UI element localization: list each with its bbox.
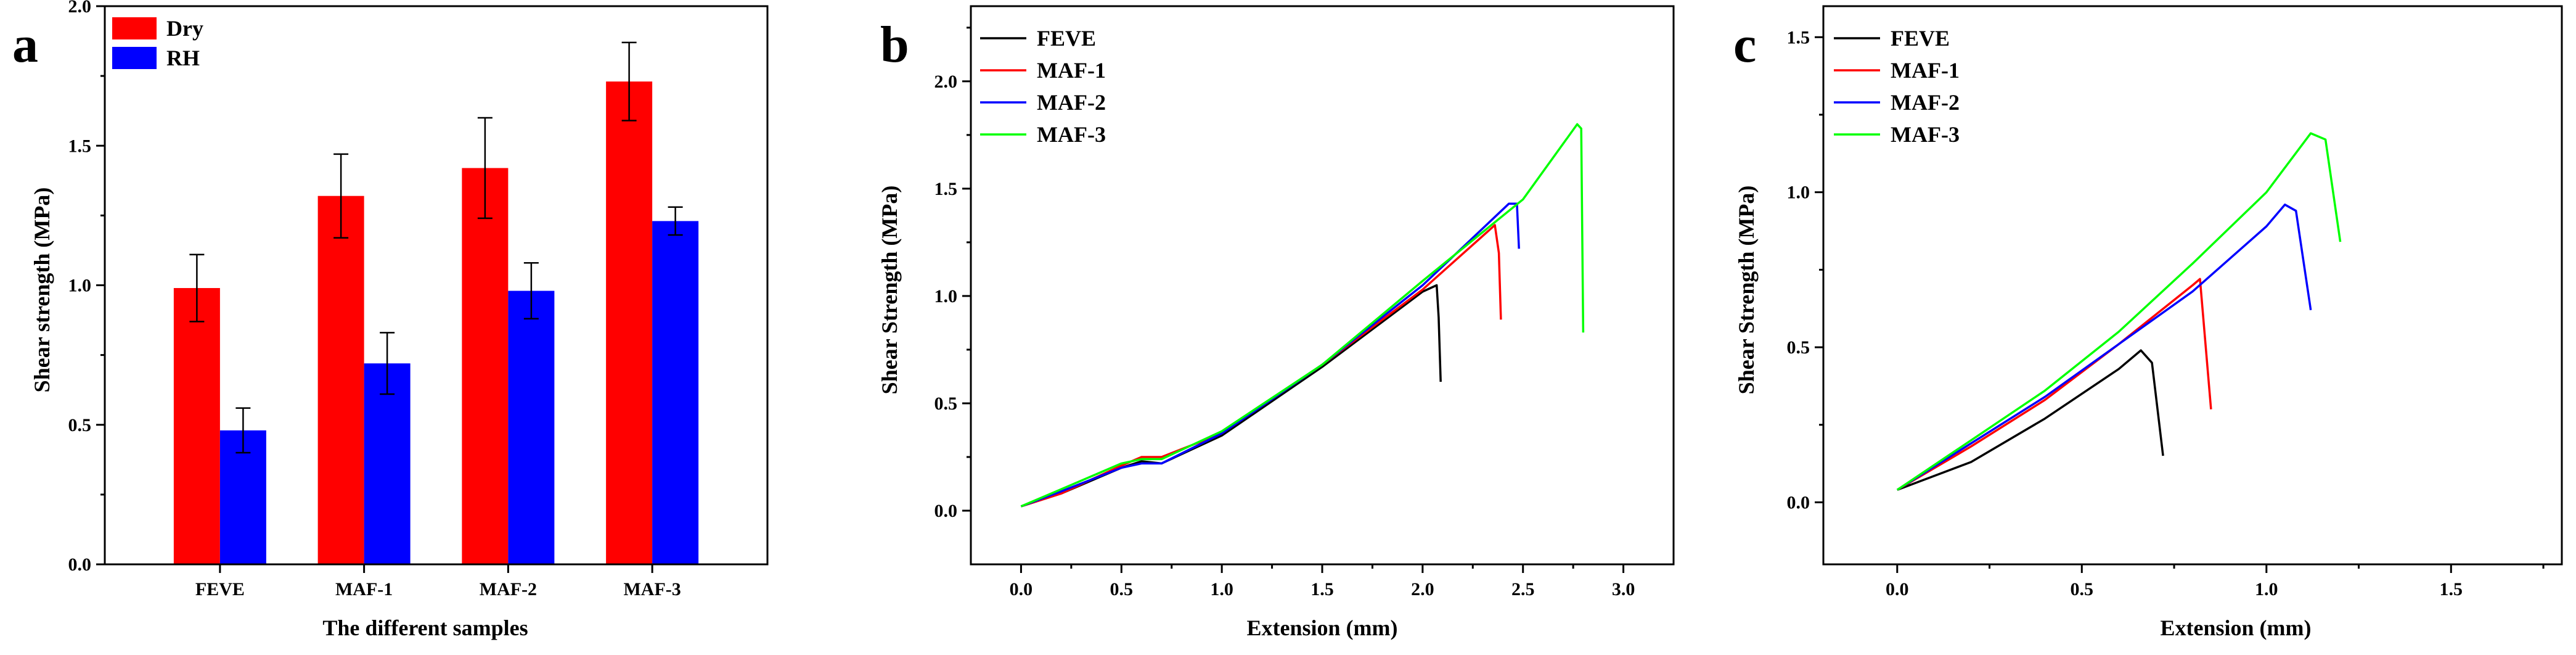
x-tick-label: 0.5 bbox=[1110, 579, 1134, 599]
bar-dry-feve bbox=[173, 288, 220, 564]
series-line-feve bbox=[1897, 349, 2164, 491]
series-line-maf-2 bbox=[1896, 204, 2312, 491]
y-tick-label: 1.5 bbox=[68, 136, 92, 156]
y-axis-title: Shear strength (MPa) bbox=[30, 187, 54, 393]
series-line-maf-3 bbox=[1896, 132, 2342, 491]
legend: FEVE MAF-1 MAF-2 MAF-3 bbox=[980, 26, 1106, 147]
x-tick-label: FEVE bbox=[195, 579, 245, 599]
y-tick-label: 0.0 bbox=[934, 501, 958, 521]
line-chart-panel-c: c Shear Strength (MPa) Extension (mm) 0.… bbox=[1733, 5, 2563, 640]
error-bar-rh-maf-2 bbox=[523, 262, 539, 320]
legend-label-feve: FEVE bbox=[1891, 26, 1950, 51]
line-chart-panel-b: b Shear Strength (MPa) Extension (mm) 0.… bbox=[877, 5, 1675, 640]
legend-label-feve: FEVE bbox=[1037, 26, 1096, 51]
y-tick-label: 0.0 bbox=[68, 554, 92, 575]
x-axis-title: The different samples bbox=[322, 616, 528, 640]
plot-area: 0.0 0.5 1.0 1.5 2.0 FEVE MAF-1 MAF-2 MAF-3 Dry RH bbox=[68, 0, 769, 599]
y-axis-title: Shear Strength (MPa) bbox=[1734, 186, 1759, 395]
legend-label-dry: Dry bbox=[166, 16, 203, 41]
y-tick-label: 0.5 bbox=[1787, 337, 1810, 358]
plot-area: 0.0 0.5 1.0 1.5 2.0 2.5 3.0 0.0 0.5 1.0 1.5 2.0 FEVE… bbox=[934, 5, 1675, 599]
x-tick-label: 0.0 bbox=[1886, 579, 1909, 599]
error-bar-dry-maf-2 bbox=[477, 117, 493, 220]
x-tick-label: MAF-3 bbox=[623, 579, 681, 599]
legend-swatch-rh bbox=[112, 47, 157, 69]
error-bar-dry-maf-3 bbox=[621, 41, 637, 122]
y-tick-label: 0.5 bbox=[68, 415, 92, 435]
legend: Dry RH bbox=[112, 16, 203, 70]
series-line-maf-3 bbox=[1020, 123, 1585, 508]
y-tick-label: 1.5 bbox=[934, 179, 958, 199]
legend: FEVE MAF-1 MAF-2 MAF-3 bbox=[1834, 26, 1960, 147]
panel-label-c: c bbox=[1733, 16, 1756, 73]
x-tick-label: MAF-2 bbox=[480, 579, 537, 599]
x-tick-label: 1.5 bbox=[2440, 579, 2463, 599]
series-line-maf-1 bbox=[1020, 224, 1502, 508]
x-tick-label: MAF-1 bbox=[335, 579, 393, 599]
x-tick-label: 0.5 bbox=[2071, 579, 2094, 599]
y-tick-label: 0.5 bbox=[934, 393, 958, 414]
y-tick-label: 1.0 bbox=[934, 286, 958, 307]
bar-chart-panel-a: a Shear strength (MPa) The different sam… bbox=[12, 0, 769, 640]
series-line-maf-2 bbox=[1020, 202, 1520, 508]
error-bar-dry-maf-1 bbox=[333, 153, 349, 239]
legend-label-maf-2: MAF-2 bbox=[1037, 90, 1106, 115]
y-tick-label: 1.5 bbox=[1787, 27, 1810, 47]
legend-swatch-dry bbox=[112, 17, 157, 39]
panel-label-b: b bbox=[880, 16, 909, 73]
x-tick-label: 1.0 bbox=[2255, 579, 2278, 599]
x-tick-label: 1.0 bbox=[1210, 579, 1233, 599]
plot-area: 0.0 0.5 1.0 1.5 0.0 0.5 1.0 1.5 FEVE MAF-1 MAF-2 MA… bbox=[1787, 5, 2563, 599]
bar-rh-maf-1 bbox=[364, 363, 411, 564]
legend-label-maf-2: MAF-2 bbox=[1891, 90, 1960, 115]
panel-label-a: a bbox=[12, 16, 38, 73]
x-tick-label: 2.5 bbox=[1511, 579, 1535, 599]
bar-dry-maf-2 bbox=[462, 168, 509, 564]
legend-label-maf-1: MAF-1 bbox=[1891, 58, 1960, 83]
error-bar-dry-feve bbox=[189, 253, 205, 323]
y-axis-title: Shear Strength (MPa) bbox=[877, 186, 902, 395]
y-tick-label: 1.0 bbox=[1787, 183, 1810, 203]
x-axis-title: Extension (mm) bbox=[1247, 616, 1398, 640]
y-tick-label: 0.0 bbox=[1787, 492, 1810, 513]
x-tick-label: 2.0 bbox=[1411, 579, 1434, 599]
legend-label-rh: RH bbox=[166, 46, 200, 70]
x-tick-label: 1.5 bbox=[1310, 579, 1334, 599]
y-tick-label: 2.0 bbox=[68, 0, 92, 17]
bar-rh-maf-2 bbox=[508, 290, 555, 564]
y-tick-label: 1.0 bbox=[68, 276, 92, 296]
y-tick-label: 2.0 bbox=[934, 72, 958, 92]
bar-dry-maf-3 bbox=[606, 81, 653, 565]
legend-label-maf-1: MAF-1 bbox=[1037, 58, 1106, 83]
error-bar-rh-maf-1 bbox=[380, 332, 395, 395]
x-axis-title: Extension (mm) bbox=[2161, 616, 2312, 640]
x-tick-label: 0.0 bbox=[1010, 579, 1033, 599]
axes-frame bbox=[1822, 5, 2563, 566]
bar-rh-maf-3 bbox=[652, 221, 699, 564]
x-tick-label: 3.0 bbox=[1612, 579, 1635, 599]
bar-dry-maf-1 bbox=[317, 196, 364, 564]
legend-label-maf-3: MAF-3 bbox=[1037, 122, 1106, 147]
legend-label-maf-3: MAF-3 bbox=[1891, 122, 1960, 147]
error-bar-rh-maf-3 bbox=[668, 206, 683, 236]
error-bar-rh-feve bbox=[235, 407, 251, 454]
